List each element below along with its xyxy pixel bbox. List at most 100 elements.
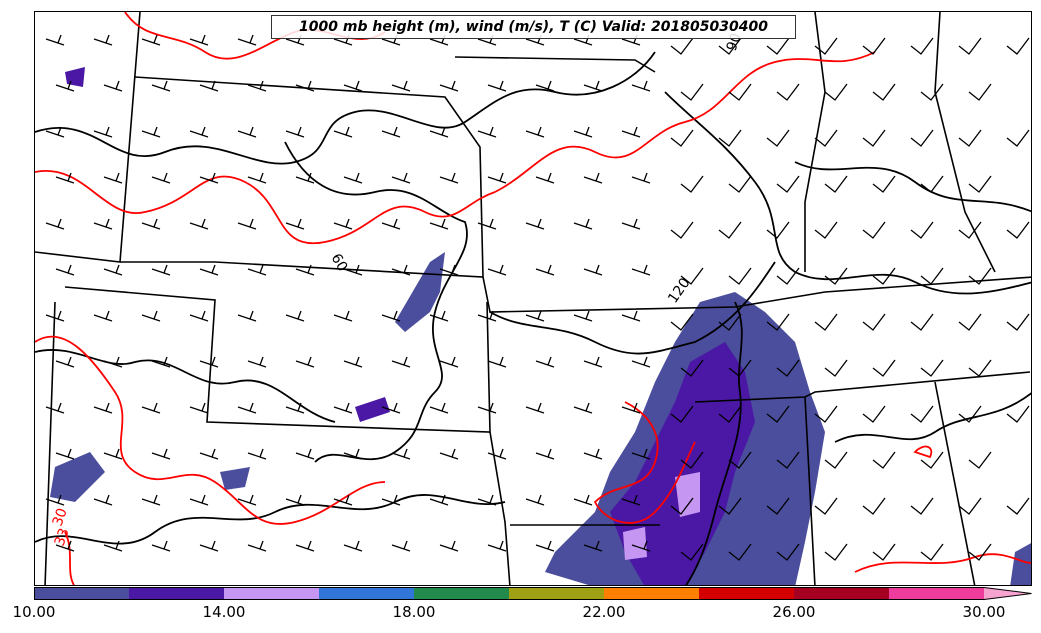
- wind-barb: [728, 359, 752, 377]
- wind-barb: [814, 37, 838, 55]
- wind-barb: [333, 310, 353, 322]
- wind-barb: [680, 451, 704, 469]
- wind-barb: [824, 543, 848, 561]
- wind-barb: [1006, 37, 1030, 55]
- wind-barb: [573, 494, 593, 506]
- shade-band-10-12: [1010, 543, 1031, 585]
- wind-barb: [189, 34, 209, 46]
- colorbar-extend-arrow: [984, 587, 1032, 600]
- wind-barb: [814, 221, 838, 239]
- wind-barb: [631, 264, 651, 276]
- wind-barb: [535, 540, 555, 552]
- wind-barb: [199, 172, 219, 184]
- wind-barb: [824, 83, 848, 101]
- wind-barb: [477, 494, 497, 506]
- wind-barb: [583, 448, 603, 460]
- wind-barb: [141, 34, 161, 46]
- wind-barb: [487, 264, 507, 276]
- wind-barb: [295, 540, 315, 552]
- wind-barb: [680, 175, 704, 193]
- wind-barb: [199, 264, 219, 276]
- wind-barb: [766, 129, 790, 147]
- wind-barb: [1006, 405, 1030, 423]
- wind-barb: [151, 172, 171, 184]
- wind-barb: [381, 310, 401, 322]
- wind-barb: [237, 34, 257, 46]
- state-border: [734, 276, 1031, 308]
- wind-barb: [535, 172, 555, 184]
- wind-barb: [93, 218, 113, 230]
- wind-barb: [477, 310, 497, 322]
- wind-barb: [920, 543, 944, 561]
- wind-barb: [776, 175, 800, 193]
- wind-barb: [573, 218, 593, 230]
- wind-barb: [535, 264, 555, 276]
- wind-barb: [189, 218, 209, 230]
- wind-barb: [910, 313, 934, 331]
- state-border: [934, 12, 996, 273]
- height-contour: [35, 494, 506, 545]
- wind-barb: [141, 402, 161, 414]
- wind-barb: [189, 402, 209, 414]
- wind-barb: [824, 451, 848, 469]
- wind-barb: [247, 264, 267, 276]
- wind-barb: [141, 310, 161, 322]
- wind-barb: [55, 448, 75, 460]
- temperature-contour: [494, 51, 876, 193]
- wind-barb: [621, 402, 641, 414]
- wind-barb: [477, 402, 497, 414]
- wind-barb: [573, 126, 593, 138]
- temperature-contour: [35, 335, 386, 525]
- colorbar-tick-label: 18.00: [392, 603, 436, 621]
- wind-barb: [670, 221, 694, 239]
- map-title: 1000 mb height (m), wind (m/s), T (C) Va…: [271, 15, 796, 39]
- wind-barb: [151, 356, 171, 368]
- wind-barb: [343, 80, 363, 92]
- wind-barb: [583, 80, 603, 92]
- wind-barb: [333, 494, 353, 506]
- wind-barb: [814, 497, 838, 515]
- wind-barb: [910, 497, 934, 515]
- shade-band-14-16: [623, 527, 647, 560]
- wind-barb: [45, 310, 65, 322]
- wind-barb: [247, 448, 267, 460]
- wind-barb: [199, 448, 219, 460]
- wind-barb: [583, 540, 603, 552]
- wind-barb: [55, 540, 75, 552]
- wind-barb: [621, 494, 641, 506]
- wind-barb: [247, 540, 267, 552]
- wind-barb: [151, 264, 171, 276]
- wind-barb: [45, 126, 65, 138]
- state-border: [934, 381, 976, 585]
- state-border: [454, 56, 656, 73]
- wind-barb: [285, 126, 305, 138]
- wind-barb: [343, 448, 363, 460]
- wind-barb: [429, 494, 449, 506]
- wind-barb: [824, 267, 848, 285]
- wind-barb: [45, 402, 65, 414]
- wind-barb: [872, 83, 896, 101]
- wind-barb: [631, 80, 651, 92]
- colorbar-bin: [224, 587, 319, 600]
- wind-barb: [583, 172, 603, 184]
- wind-barb: [477, 218, 497, 230]
- wind-barb: [429, 402, 449, 414]
- wind-barb: [872, 267, 896, 285]
- wind-barb: [381, 126, 401, 138]
- state-border: [804, 396, 816, 585]
- wind-barb: [391, 356, 411, 368]
- state-border: [804, 12, 826, 272]
- wind-barb: [295, 80, 315, 92]
- wind-barb: [45, 34, 65, 46]
- wind-barb: [862, 313, 886, 331]
- wind-barb: [439, 448, 459, 460]
- wind-barb: [525, 494, 545, 506]
- wind-barb: [189, 310, 209, 322]
- wind-barb: [45, 218, 65, 230]
- wind-barb: [103, 540, 123, 552]
- wind-barb: [343, 264, 363, 276]
- wind-barb: [670, 313, 694, 331]
- temperature-contour: [913, 445, 933, 459]
- wind-barb: [429, 126, 449, 138]
- wind-barb: [862, 497, 886, 515]
